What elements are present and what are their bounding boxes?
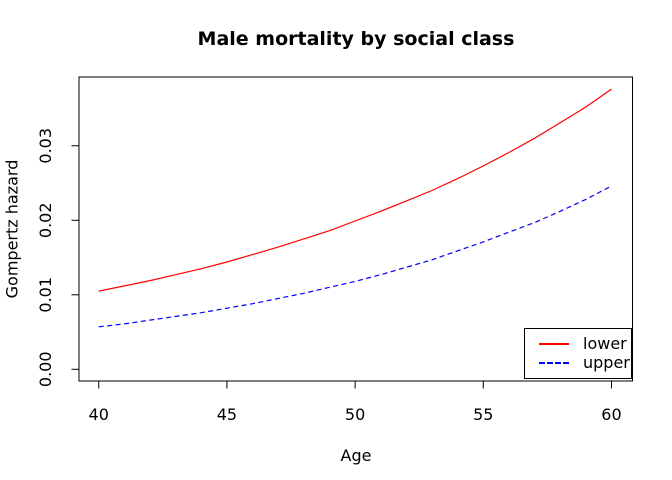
x-tick-label: 60 [601, 405, 621, 424]
legend-label: lower [583, 334, 627, 353]
legend-box: lower upper [524, 328, 632, 379]
y-tick-label: 0.03 [36, 128, 55, 164]
legend-label: upper [583, 353, 630, 372]
y-tick-label: 0.00 [36, 351, 55, 387]
legend-item-upper: upper [525, 353, 631, 372]
legend-line-swatch-solid [539, 342, 569, 345]
x-tick-label: 50 [345, 405, 365, 424]
series-line-upper [98, 185, 612, 328]
x-tick-label: 45 [217, 405, 237, 424]
y-tick-label: 0.02 [36, 202, 55, 238]
legend-line-swatch-dashed [539, 361, 569, 364]
y-tick-label: 0.01 [36, 277, 55, 313]
legend-item-lower: lower [525, 334, 631, 353]
x-tick-label: 40 [89, 405, 109, 424]
x-tick-label: 55 [473, 405, 493, 424]
chart-title: Male mortality by social class [197, 28, 515, 50]
x-axis-label: Age [340, 446, 372, 465]
plot-frame [78, 76, 633, 382]
series-line-lower [98, 88, 612, 292]
